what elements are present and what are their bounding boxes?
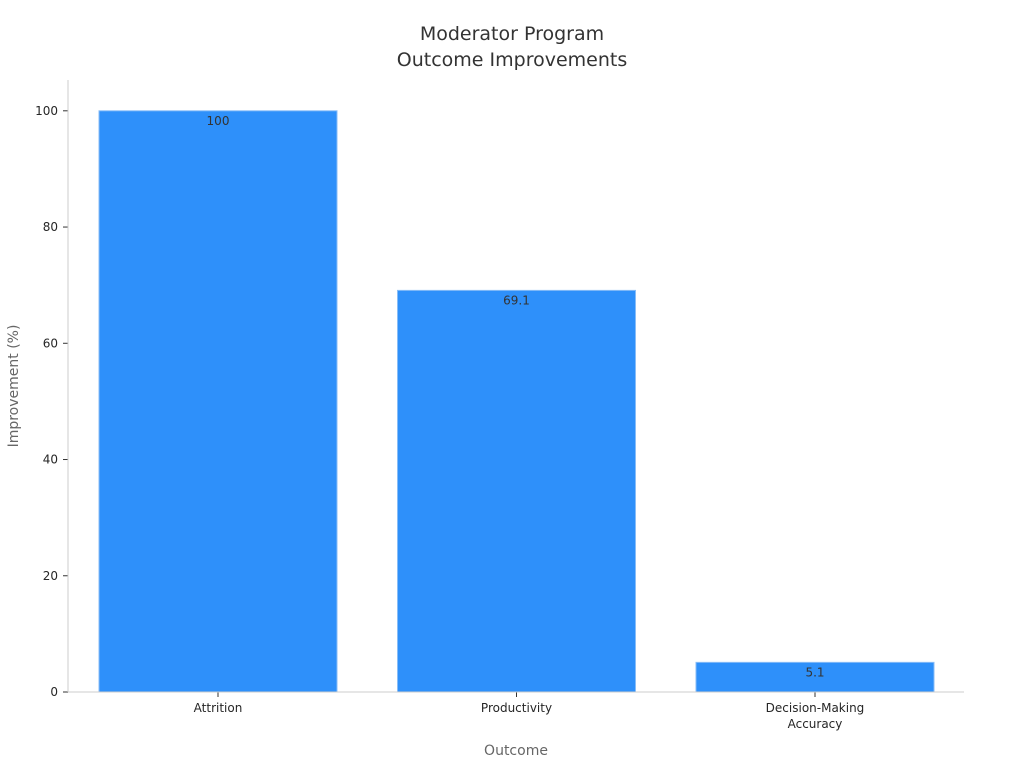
chart-title-line-1: Moderator Program	[420, 23, 604, 45]
bar	[397, 289, 636, 693]
bar-value-label: 100	[207, 114, 230, 128]
y-tick-label: 40	[43, 453, 58, 467]
plot-area: 0 20 40 60 80 100 100 Attrition 69.1 Productivity…	[35, 104, 935, 731]
bar	[695, 661, 935, 693]
x-tick-label: Decision-Making Accuracy	[766, 701, 865, 731]
y-tick-label: 80	[43, 220, 58, 234]
bar-value-label: 5.1	[805, 665, 824, 679]
y-tick-label: 0	[50, 685, 58, 699]
x-axis-title: Outcome	[484, 743, 548, 759]
bar	[98, 110, 338, 693]
y-tick-label: 60	[43, 336, 58, 350]
bar-value-label: 69.1	[503, 293, 530, 307]
x-tick-label: Productivity	[481, 701, 552, 715]
x-tick-label: Attrition	[194, 701, 243, 715]
y-axis-title: Improvement (%)	[6, 325, 22, 448]
chart-title-line-2: Outcome Improvements	[397, 49, 627, 71]
y-tick-label: 100	[35, 104, 58, 118]
y-tick-label: 20	[43, 569, 58, 583]
